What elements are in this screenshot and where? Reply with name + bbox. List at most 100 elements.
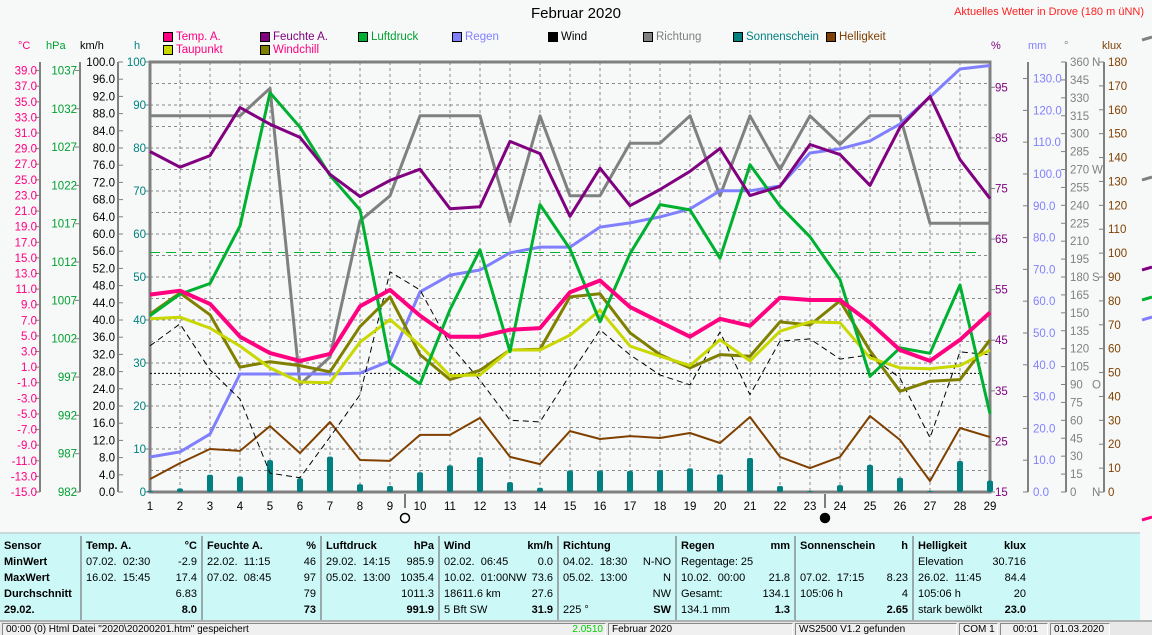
temp-tick-label: -11.0	[12, 456, 37, 468]
legend-item: Taupunkt	[163, 44, 223, 56]
x-tick-label: 28	[954, 501, 967, 513]
direction-tick-label: 45	[1070, 433, 1083, 445]
pressure-tick-label: 1022	[51, 180, 77, 192]
sunshine-bar	[207, 475, 213, 492]
weather-chart: 39.037.035.033.031.029.027.025.023.021.0…	[0, 0, 1152, 532]
x-tick-label: 24	[834, 501, 847, 513]
temp-tick-label: -5.0	[17, 409, 37, 421]
table-cell-value: 2.65	[887, 604, 908, 620]
light-tick-label: 100	[1108, 248, 1127, 260]
wind-tick-label: 60.0	[93, 229, 115, 241]
x-tick-label: 26	[894, 501, 907, 513]
rain-tick-label: 120.0	[1033, 105, 1062, 117]
table-cell-label: Luftdruck	[326, 540, 377, 556]
table-cell-label: 05.02. 13:00	[326, 572, 390, 588]
humidity-tick-label: 95	[995, 82, 1008, 94]
table-cell-value: mm	[770, 540, 790, 556]
direction-tick-label: 120	[1070, 344, 1089, 356]
table-cell-value: km/h	[527, 540, 553, 556]
wind-tick-label: 20.0	[93, 401, 115, 413]
table-cell-label: 18611.6 km	[444, 588, 501, 604]
temp-tick-label: 7.0	[21, 315, 37, 327]
sun-unit-label: h	[134, 40, 140, 52]
table-cell-label: 29.02.	[4, 604, 35, 620]
sunshine-bar	[417, 472, 423, 492]
new-moon-icon	[821, 514, 830, 523]
sun-tick-label: 20	[133, 401, 146, 413]
x-tick-label: 10	[414, 501, 427, 513]
table-cell-label: Temp. A.	[86, 540, 131, 556]
rain-tick-label: 0.0	[1033, 487, 1049, 499]
legend-item: Luftdruck	[358, 31, 418, 43]
direction-tick-label: 330	[1070, 93, 1089, 105]
table-cell-value: 6.83	[176, 588, 197, 604]
humidity-tick-label: 75	[995, 183, 1008, 195]
direction-tick-label: 165	[1070, 290, 1089, 302]
temp-tick-label: 25.0	[15, 175, 37, 187]
table-cell-value: 20	[1014, 588, 1026, 604]
direction-tick-label: 135	[1070, 326, 1089, 338]
humidity-tick-label: 85	[995, 133, 1008, 145]
table-row: 07.02. 02:30-2.9	[82, 556, 201, 572]
table-cell-value: 84.4	[1005, 572, 1026, 588]
pressure-tick-label: 1027	[51, 142, 77, 154]
table-row: MinWert	[0, 556, 80, 572]
legend-label: Windchill	[273, 44, 319, 56]
sun-tick-label: 10	[133, 444, 146, 456]
light-tick-label: 20	[1108, 439, 1121, 451]
table-row: Richtung	[559, 540, 675, 556]
pressure-tick-label: 1037	[51, 65, 77, 77]
x-tick-label: 29	[984, 501, 997, 513]
humidity-tick-label: 15	[995, 487, 1008, 499]
sunshine-bar	[987, 481, 993, 492]
table-cell-label: 105:06 h	[800, 588, 843, 604]
wind-tick-label: 52.0	[93, 263, 115, 275]
humidity-tick-label: 35	[995, 386, 1008, 398]
table-cell-label: 05.02. 13:00	[563, 572, 627, 588]
rain-tick-label: 10.0	[1033, 455, 1055, 467]
pressure-tick-label: 992	[58, 410, 77, 422]
legend-label: Helligkeit	[839, 31, 886, 43]
sunshine-bar	[927, 491, 933, 492]
sunshine-bar	[717, 474, 723, 492]
x-tick-label: 20	[714, 501, 727, 513]
sun-tick-label: 90	[133, 100, 146, 112]
table-cell-label: Sonnenschein	[800, 540, 875, 556]
legend-item: Windchill	[260, 44, 319, 56]
sunshine-bar	[447, 465, 453, 492]
wind-tick-label: 24.0	[93, 384, 115, 396]
table-cell-label: 10.02. 01:00NW	[444, 572, 527, 588]
partial-series-stub	[1142, 517, 1152, 520]
x-tick-label: 15	[564, 501, 577, 513]
table-cell-label: 5 Bft SW	[444, 604, 487, 620]
legend-swatch	[260, 32, 270, 42]
x-tick-label: 2	[177, 501, 183, 513]
direction-tick-label: 105	[1070, 362, 1089, 374]
wind-tick-label: 88.0	[93, 109, 115, 121]
sunshine-bar	[507, 482, 513, 492]
table-row: MaxWert	[0, 572, 80, 588]
sunshine-bar	[537, 488, 543, 492]
legend-item: Feuchte A.	[260, 31, 328, 43]
sunshine-bar	[267, 460, 273, 492]
rain-tick-label: 110.0	[1033, 137, 1061, 149]
x-tick-label: 17	[624, 501, 637, 513]
light-tick-label: 30	[1108, 415, 1121, 427]
status-message-panel: 00:00 (0) Html Datei "2020\20200201.htm"…	[2, 623, 606, 635]
status-version: 2.0510	[572, 624, 603, 635]
temp-tick-label: 27.0	[15, 159, 37, 171]
sun-tick-label: 0	[140, 487, 146, 499]
sun-tick-label: 80	[133, 143, 146, 155]
rain-tick-label: 60.0	[1033, 296, 1055, 308]
